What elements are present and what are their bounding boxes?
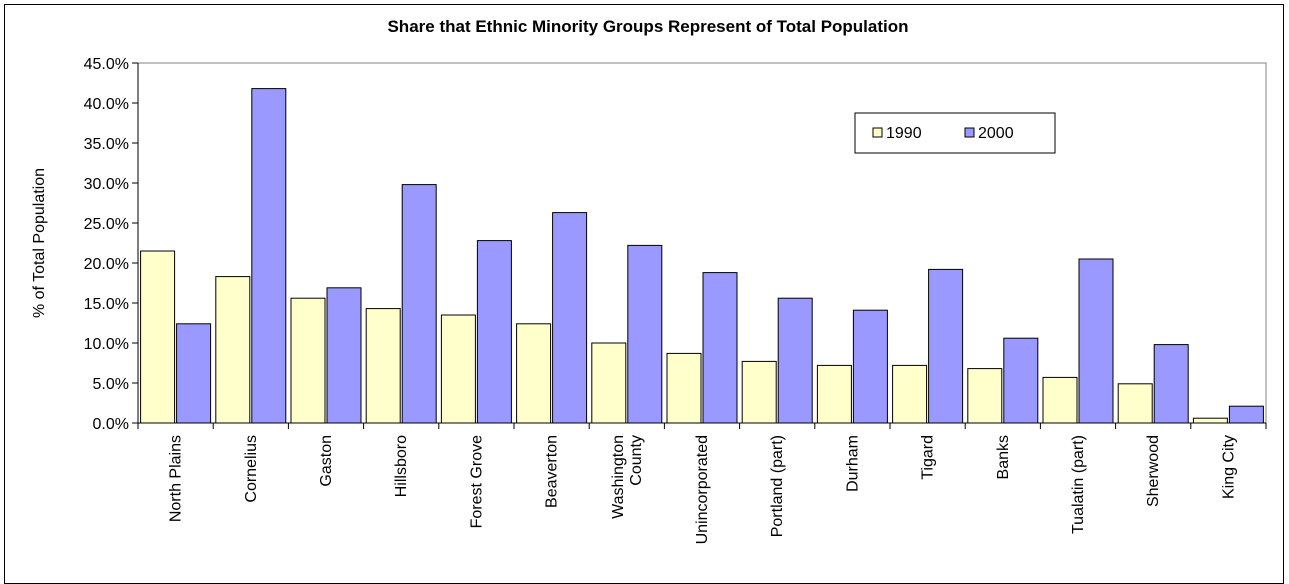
x-tick-label-group: King City [1220,435,1237,499]
bar-2000-4 [476,240,512,424]
bar-1990-6 [591,342,627,424]
x-tick-label-group: Cornelius [243,435,260,503]
chart-title: Share that Ethnic Minority Groups Repres… [387,17,908,36]
bar-2000-12 [1078,258,1114,424]
x-tick-label: Unincorporated [694,435,711,544]
x-tick-label-group: North Plains [168,435,185,522]
bar-2000-13 [1153,344,1189,424]
x-tick-label: Tigard [920,435,937,480]
bar-2000-5 [552,212,588,424]
x-tick-label-group: Washington County [610,435,645,519]
x-tick-label: Beaverton [544,435,561,508]
bar-chart: Share that Ethnic Minority Groups Repres… [31,17,1267,544]
x-tick-label-group: Forest Grove [468,435,485,528]
bar-1990-12 [1042,376,1078,424]
plot-area: 0.0% 5.0% 10.0% 15.0% 20.0% 25.0% 30.0% 35.0% 40… [84,56,1267,544]
legend-swatch-2000 [964,127,975,138]
x-tick-label-group: Sherwood [1145,435,1162,507]
bar-1990-10 [892,364,928,424]
x-tick-label-group: Durham [844,435,861,492]
x-tick-label-group: Banks [995,435,1012,479]
bar-1990-5 [516,323,552,424]
legend-box [854,112,1056,154]
y-tick-label: 0.0% [93,416,129,433]
x-tick-label-group: Beaverton [544,435,561,508]
y-tick-label: 30.0% [84,176,129,193]
x-tick-label-group: Unincorporated [694,435,711,544]
bar-2000-0 [176,323,212,424]
x-tick-label: Forest Grove [468,435,485,528]
y-tick-label: 10.0% [84,336,129,353]
x-tick-label: Sherwood [1145,435,1162,507]
y-tick-label: 20.0% [84,256,129,273]
x-tick-label: Tualatin (part) [1070,435,1087,534]
x-tick-label-group: Gaston [318,435,335,487]
legend-swatch-1990 [872,127,883,138]
bar-1990-4 [440,314,476,424]
bar-2000-9 [852,309,888,424]
y-tick-label: 40.0% [84,96,129,113]
x-tick-label: Cornelius [243,435,260,503]
bar-1990-8 [741,360,777,424]
bar-1990-0 [140,250,176,424]
bar-2000-10 [928,268,964,424]
bar-2000-14 [1228,405,1264,424]
bar-2000-3 [401,184,437,424]
x-tick-label: King City [1220,435,1237,499]
bar-1990-2 [290,297,326,424]
y-tick-label: 45.0% [84,56,129,73]
bar-1990-14 [1192,417,1228,424]
x-tick-label-group: Portland (part) [769,435,786,537]
x-tick-label: County [628,435,645,486]
y-tick-label: 5.0% [93,376,129,393]
x-tick-label-group: Tualatin (part) [1070,435,1087,534]
bar-1990-9 [816,364,852,424]
x-tick-label: Banks [995,435,1012,479]
x-tick-label-group: Tigard [920,435,937,480]
bar-1990-13 [1117,383,1153,424]
x-tick-label: Gaston [318,435,335,487]
legend-label-1990: 1990 [886,125,922,142]
x-tick-label: Portland (part) [769,435,786,537]
legend-label-2000: 2000 [978,125,1014,142]
y-tick-label: 35.0% [84,136,129,153]
x-tick-label: Durham [844,435,861,492]
y-axis-label: % of Total Population [31,168,48,318]
x-tick-label-group: Hillsboro [393,435,410,497]
bar-2000-8 [777,297,813,424]
x-tick-label: Washington [610,435,627,519]
bar-2000-7 [702,272,738,424]
bar-1990-11 [967,368,1003,424]
legend: 1990 2000 [854,112,1056,154]
bar-1990-7 [666,352,702,424]
x-tick-label: North Plains [168,435,185,522]
y-tick-label: 25.0% [84,216,129,233]
bar-2000-11 [1003,337,1039,424]
bar-2000-6 [627,244,663,424]
bar-2000-1 [251,88,287,424]
y-tick-label: 15.0% [84,296,129,313]
bar-1990-3 [365,308,401,424]
x-tick-label: Hillsboro [393,435,410,497]
bar-1990-1 [215,276,251,424]
bar-2000-2 [326,287,362,424]
